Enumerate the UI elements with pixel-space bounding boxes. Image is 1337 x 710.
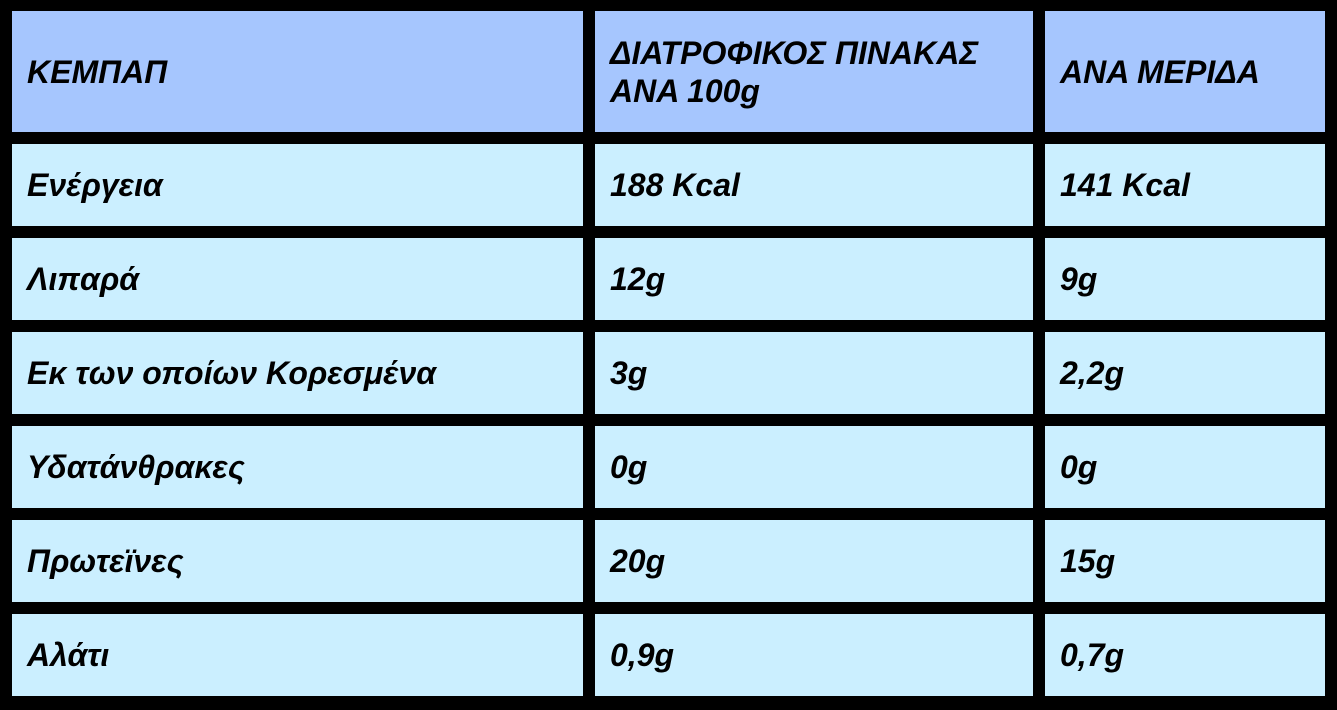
value-per-portion: 9g bbox=[1045, 238, 1325, 320]
row-label: Ενέργεια bbox=[12, 144, 583, 226]
value-per-100g: 0,9g bbox=[595, 614, 1033, 696]
value-per-portion: 0,7g bbox=[1045, 614, 1325, 696]
value-per-100g: 0g bbox=[595, 426, 1033, 508]
value-per-100g: 3g bbox=[595, 332, 1033, 414]
row-label: Εκ των οποίων Κορεσμένα bbox=[12, 332, 583, 414]
row-label: Λιπαρά bbox=[12, 238, 583, 320]
header-cell-product: ΚΕΜΠΑΠ bbox=[12, 11, 583, 132]
header-cell-per-portion: ΑΝΑ ΜΕΡΙΔΑ bbox=[1045, 11, 1325, 132]
header-cell-per-100g: ΔΙΑΤΡΟΦΙΚΟΣ ΠΙΝΑΚΑΣ ΑΝΑ 100g bbox=[595, 11, 1033, 132]
value-per-portion: 141 Kcal bbox=[1045, 144, 1325, 226]
value-per-portion: 2,2g bbox=[1045, 332, 1325, 414]
row-label: Υδατάνθρακες bbox=[12, 426, 583, 508]
nutrition-table: ΚΕΜΠΑΠ ΔΙΑΤΡΟΦΙΚΟΣ ΠΙΝΑΚΑΣ ΑΝΑ 100g ΑΝΑ … bbox=[12, 11, 1325, 696]
value-per-portion: 0g bbox=[1045, 426, 1325, 508]
value-per-100g: 12g bbox=[595, 238, 1033, 320]
value-per-100g: 20g bbox=[595, 520, 1033, 602]
value-per-100g: 188 Kcal bbox=[595, 144, 1033, 226]
value-per-portion: 15g bbox=[1045, 520, 1325, 602]
row-label: Πρωτεϊνες bbox=[12, 520, 583, 602]
row-label: Αλάτι bbox=[12, 614, 583, 696]
